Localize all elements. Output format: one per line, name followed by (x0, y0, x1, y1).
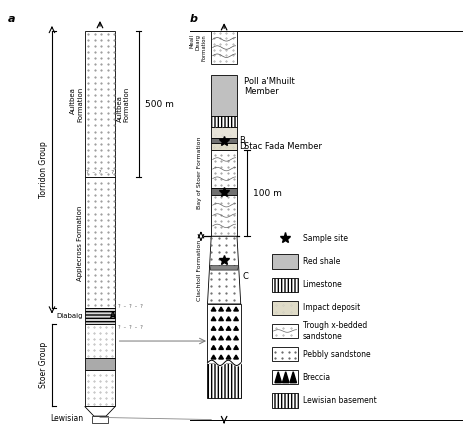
Bar (208, 363, 241, 398)
Bar (85, 370, 115, 407)
Text: Limestone: Limestone (302, 280, 342, 289)
Text: Meall
Dearg
Formation: Meall Dearg Formation (190, 34, 207, 61)
Polygon shape (226, 326, 231, 330)
Text: Stoer Group: Stoer Group (39, 342, 48, 388)
Text: Stac Fada Member: Stac Fada Member (245, 142, 322, 151)
Bar (85, 324, 115, 358)
Bar (211, 150, 237, 188)
Polygon shape (234, 316, 238, 320)
Bar (85, 177, 115, 308)
Bar (272, 347, 298, 361)
Text: Aultbea
Formation: Aultbea Formation (70, 87, 83, 122)
Text: Applecross Formation: Applecross Formation (77, 205, 83, 281)
Text: Clachtoll Formation: Clachtoll Formation (197, 240, 202, 301)
Text: Red shale: Red shale (302, 257, 340, 266)
Bar (211, 143, 237, 150)
Polygon shape (234, 336, 238, 340)
Text: Bay of Stoer Formation: Bay of Stoer Formation (197, 136, 202, 209)
Text: 100 m: 100 m (254, 189, 283, 198)
Text: ?  –  ?  –  ?: ? – ? – ? (86, 170, 114, 175)
Text: D: D (239, 142, 246, 151)
Polygon shape (219, 355, 223, 359)
Text: Impact deposit: Impact deposit (302, 303, 360, 312)
Polygon shape (211, 316, 216, 320)
Bar (92, 416, 108, 423)
Polygon shape (283, 372, 289, 383)
Bar (272, 255, 298, 269)
Polygon shape (234, 346, 238, 350)
Polygon shape (234, 326, 238, 330)
Bar (272, 324, 298, 338)
Text: A: A (110, 312, 116, 320)
Text: B: B (239, 136, 245, 145)
Polygon shape (226, 307, 231, 311)
Text: ?  –  ?  –  ?: ? – ? – ? (118, 304, 142, 309)
Polygon shape (234, 355, 238, 359)
Text: b: b (190, 14, 198, 24)
Bar (272, 393, 298, 408)
Polygon shape (219, 346, 223, 350)
Polygon shape (211, 326, 216, 330)
Bar (272, 301, 298, 315)
Polygon shape (226, 336, 231, 340)
Text: Poll a'Mhuilt
Member: Poll a'Mhuilt Member (244, 77, 295, 96)
Polygon shape (234, 307, 238, 311)
Polygon shape (226, 346, 231, 350)
Text: Pebbly sandstone: Pebbly sandstone (302, 350, 370, 358)
Text: a: a (8, 14, 15, 24)
Polygon shape (219, 316, 223, 320)
Text: Lewisian basement: Lewisian basement (302, 396, 376, 405)
Bar (85, 31, 115, 177)
Polygon shape (211, 346, 216, 350)
Polygon shape (85, 407, 115, 416)
Polygon shape (211, 355, 216, 359)
Text: ?  –  ?  –  ?: ? – ? – ? (118, 324, 142, 330)
Text: Diabaig: Diabaig (57, 313, 83, 319)
Text: Lewisian: Lewisian (50, 414, 83, 423)
Polygon shape (219, 326, 223, 330)
Text: 500 m: 500 m (145, 100, 173, 109)
Polygon shape (210, 266, 238, 270)
Bar (272, 278, 298, 292)
Polygon shape (275, 372, 282, 383)
Polygon shape (226, 355, 231, 359)
Bar (208, 304, 241, 363)
Text: Aultbea
Formation: Aultbea Formation (117, 87, 129, 122)
Polygon shape (208, 236, 241, 304)
Text: C: C (243, 272, 248, 282)
Bar (85, 358, 115, 370)
Bar (211, 31, 237, 64)
Bar (211, 138, 237, 143)
Bar (85, 308, 115, 324)
Bar (272, 370, 298, 385)
Text: Trough x-bedded
sandstone: Trough x-bedded sandstone (302, 321, 367, 341)
Bar (211, 127, 237, 138)
Bar (211, 116, 237, 127)
Bar (211, 188, 237, 195)
Polygon shape (219, 336, 223, 340)
Polygon shape (226, 316, 231, 320)
Polygon shape (290, 372, 297, 383)
Bar (211, 195, 237, 236)
Polygon shape (211, 336, 216, 340)
Bar (211, 75, 237, 116)
Text: Breccia: Breccia (302, 373, 331, 382)
Polygon shape (219, 307, 223, 311)
Text: Torridon Group: Torridon Group (39, 141, 48, 198)
Text: Sample site: Sample site (302, 234, 347, 243)
Polygon shape (211, 307, 216, 311)
